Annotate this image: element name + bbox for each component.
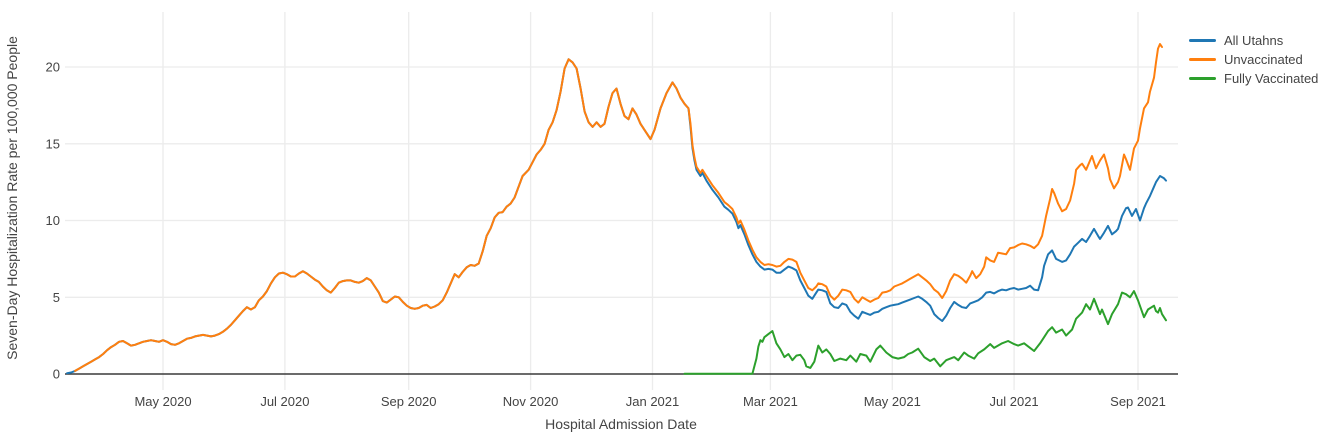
y-tick-label: 0 [53,367,60,382]
legend-item-all-utahns[interactable]: All Utahns [1189,31,1318,50]
legend-item-fully-vaccinated[interactable]: Fully Vaccinated [1189,69,1318,88]
x-tick-label: Sep 2020 [381,394,437,409]
series-line-fully-vaccinated [683,290,1167,375]
data-series [66,43,1167,375]
y-tick-label: 5 [53,290,60,305]
x-tick-label: May 2020 [134,394,191,409]
x-tick-label: Jul 2020 [260,394,309,409]
y-tick-labels: 0 5 10 15 20 [46,60,60,382]
x-tick-label: Jul 2021 [990,394,1039,409]
x-tick-label: Jan 2021 [626,394,680,409]
x-tick-label: Nov 2020 [503,394,559,409]
y-tick-label: 15 [46,136,60,151]
legend-swatch-unvaccinated [1189,58,1216,61]
x-tick-label: Mar 2021 [743,394,798,409]
x-tick-label: Sep 2021 [1110,394,1166,409]
x-axis-title: Hospital Admission Date [545,416,697,432]
y-tick-label: 20 [46,60,60,75]
legend-label: Fully Vaccinated [1224,71,1319,86]
y-axis-title: Seven-Day Hospitalization Rate per 100,0… [4,36,20,360]
legend: All Utahns Unvaccinated Fully Vaccinated [1189,31,1318,88]
legend-swatch-fully-vaccinated [1189,77,1216,80]
legend-item-unvaccinated[interactable]: Unvaccinated [1189,50,1318,69]
series-line-unvaccinated [74,43,1163,372]
legend-label: Unvaccinated [1224,52,1303,67]
legend-label: All Utahns [1224,33,1284,48]
x-tick-labels: May 2020 Jul 2020 Sep 2020 Nov 2020 Jan 2021… [134,394,1165,409]
y-tick-label: 10 [46,213,60,228]
series-line-all-utahns [66,58,1167,375]
x-tick-label: May 2021 [864,394,921,409]
legend-swatch-all-utahns [1189,39,1216,42]
gridlines [65,12,1178,390]
